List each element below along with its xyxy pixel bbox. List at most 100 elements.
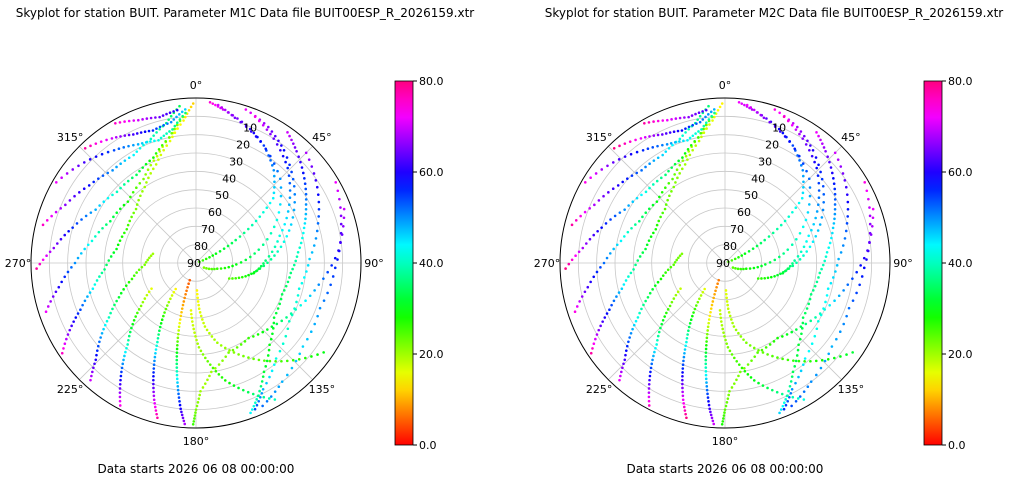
- track-point: [801, 137, 805, 140]
- track-point: [644, 165, 647, 169]
- track-point: [118, 395, 122, 399]
- track-point: [681, 371, 684, 374]
- track-point: [151, 252, 155, 256]
- track-point: [803, 311, 807, 315]
- track-point: [859, 264, 862, 267]
- track-point: [796, 255, 800, 258]
- track-point: [588, 207, 591, 210]
- track-point: [289, 271, 293, 275]
- track-point: [135, 186, 138, 190]
- track-point: [689, 318, 693, 321]
- track-point: [829, 166, 833, 169]
- track-point: [317, 215, 321, 218]
- radial-label-90: 90: [187, 257, 201, 270]
- track-point: [636, 316, 640, 319]
- track-point: [76, 312, 80, 315]
- track-point: [692, 311, 695, 314]
- track-point: [153, 139, 156, 143]
- track-point: [329, 283, 332, 287]
- angle-label-90: 90°: [364, 257, 384, 270]
- track-point: [799, 369, 803, 373]
- track-point: [260, 380, 264, 383]
- track-point: [709, 110, 713, 114]
- radial-label-40: 40: [751, 172, 765, 185]
- track-point: [144, 173, 147, 176]
- track-point: [63, 342, 67, 345]
- track-point: [818, 223, 822, 226]
- track-point: [624, 279, 628, 282]
- track-point: [646, 296, 650, 299]
- track-point: [99, 336, 102, 339]
- track-point: [750, 108, 754, 111]
- track-point: [655, 200, 659, 203]
- track-point: [132, 153, 135, 157]
- track-point: [306, 337, 309, 341]
- track-point: [154, 163, 158, 166]
- track-point: [255, 403, 259, 407]
- track-point: [218, 249, 222, 253]
- track-point: [120, 370, 123, 374]
- track-point: [150, 287, 153, 290]
- track-point: [224, 355, 228, 358]
- track-point: [620, 287, 624, 291]
- track-point: [759, 113, 763, 117]
- track-point: [220, 106, 224, 109]
- track-point: [198, 260, 201, 264]
- track-point: [196, 296, 199, 300]
- track-point: [210, 370, 213, 374]
- track-point: [72, 320, 75, 323]
- track-point: [304, 356, 307, 360]
- track-point: [279, 297, 283, 301]
- track-point: [154, 152, 158, 155]
- track-point: [720, 323, 724, 327]
- track-point: [680, 252, 684, 256]
- track-point: [261, 243, 265, 247]
- track-point: [287, 229, 291, 232]
- track-point: [779, 223, 783, 227]
- track-point: [707, 318, 711, 321]
- track-point: [124, 350, 127, 354]
- track-point: [704, 362, 708, 366]
- track-point: [800, 332, 803, 336]
- track-point: [588, 237, 592, 241]
- angle-label-45: 45°: [312, 131, 332, 144]
- track-point: [804, 143, 808, 146]
- track-point: [288, 163, 291, 167]
- track-point: [176, 336, 180, 340]
- radial-labels: 10 20 30 40 50 60 70 80 90: [187, 122, 257, 271]
- track-point: [127, 334, 131, 338]
- track-point: [785, 333, 789, 336]
- track-point: [706, 325, 710, 329]
- track-point: [798, 232, 802, 235]
- track-point: [801, 162, 805, 165]
- track-point: [655, 179, 659, 183]
- track-point: [41, 258, 45, 262]
- track-point: [70, 266, 73, 269]
- track-point: [690, 114, 694, 117]
- track-point: [118, 404, 122, 407]
- track-point: [275, 143, 279, 146]
- angle-label-225: 225°: [586, 383, 613, 396]
- track-point: [168, 111, 172, 114]
- track-point: [623, 208, 626, 211]
- track-point: [868, 206, 871, 209]
- track-point: [737, 255, 740, 259]
- track-point: [276, 169, 279, 173]
- track-point: [615, 243, 619, 247]
- track-point: [699, 294, 703, 297]
- track-point: [809, 293, 813, 296]
- track-point: [647, 404, 651, 407]
- track-point: [211, 366, 215, 370]
- track-point: [660, 176, 663, 180]
- track-point: [240, 275, 244, 279]
- track-point: [669, 141, 673, 145]
- track-point: [87, 184, 91, 187]
- track-point: [802, 134, 806, 138]
- track-point: [726, 345, 730, 349]
- track-point: [326, 291, 329, 295]
- track-point: [142, 143, 145, 147]
- track-point: [805, 307, 809, 310]
- track-point: [817, 196, 821, 200]
- track-point: [592, 275, 596, 279]
- track-point: [291, 358, 295, 362]
